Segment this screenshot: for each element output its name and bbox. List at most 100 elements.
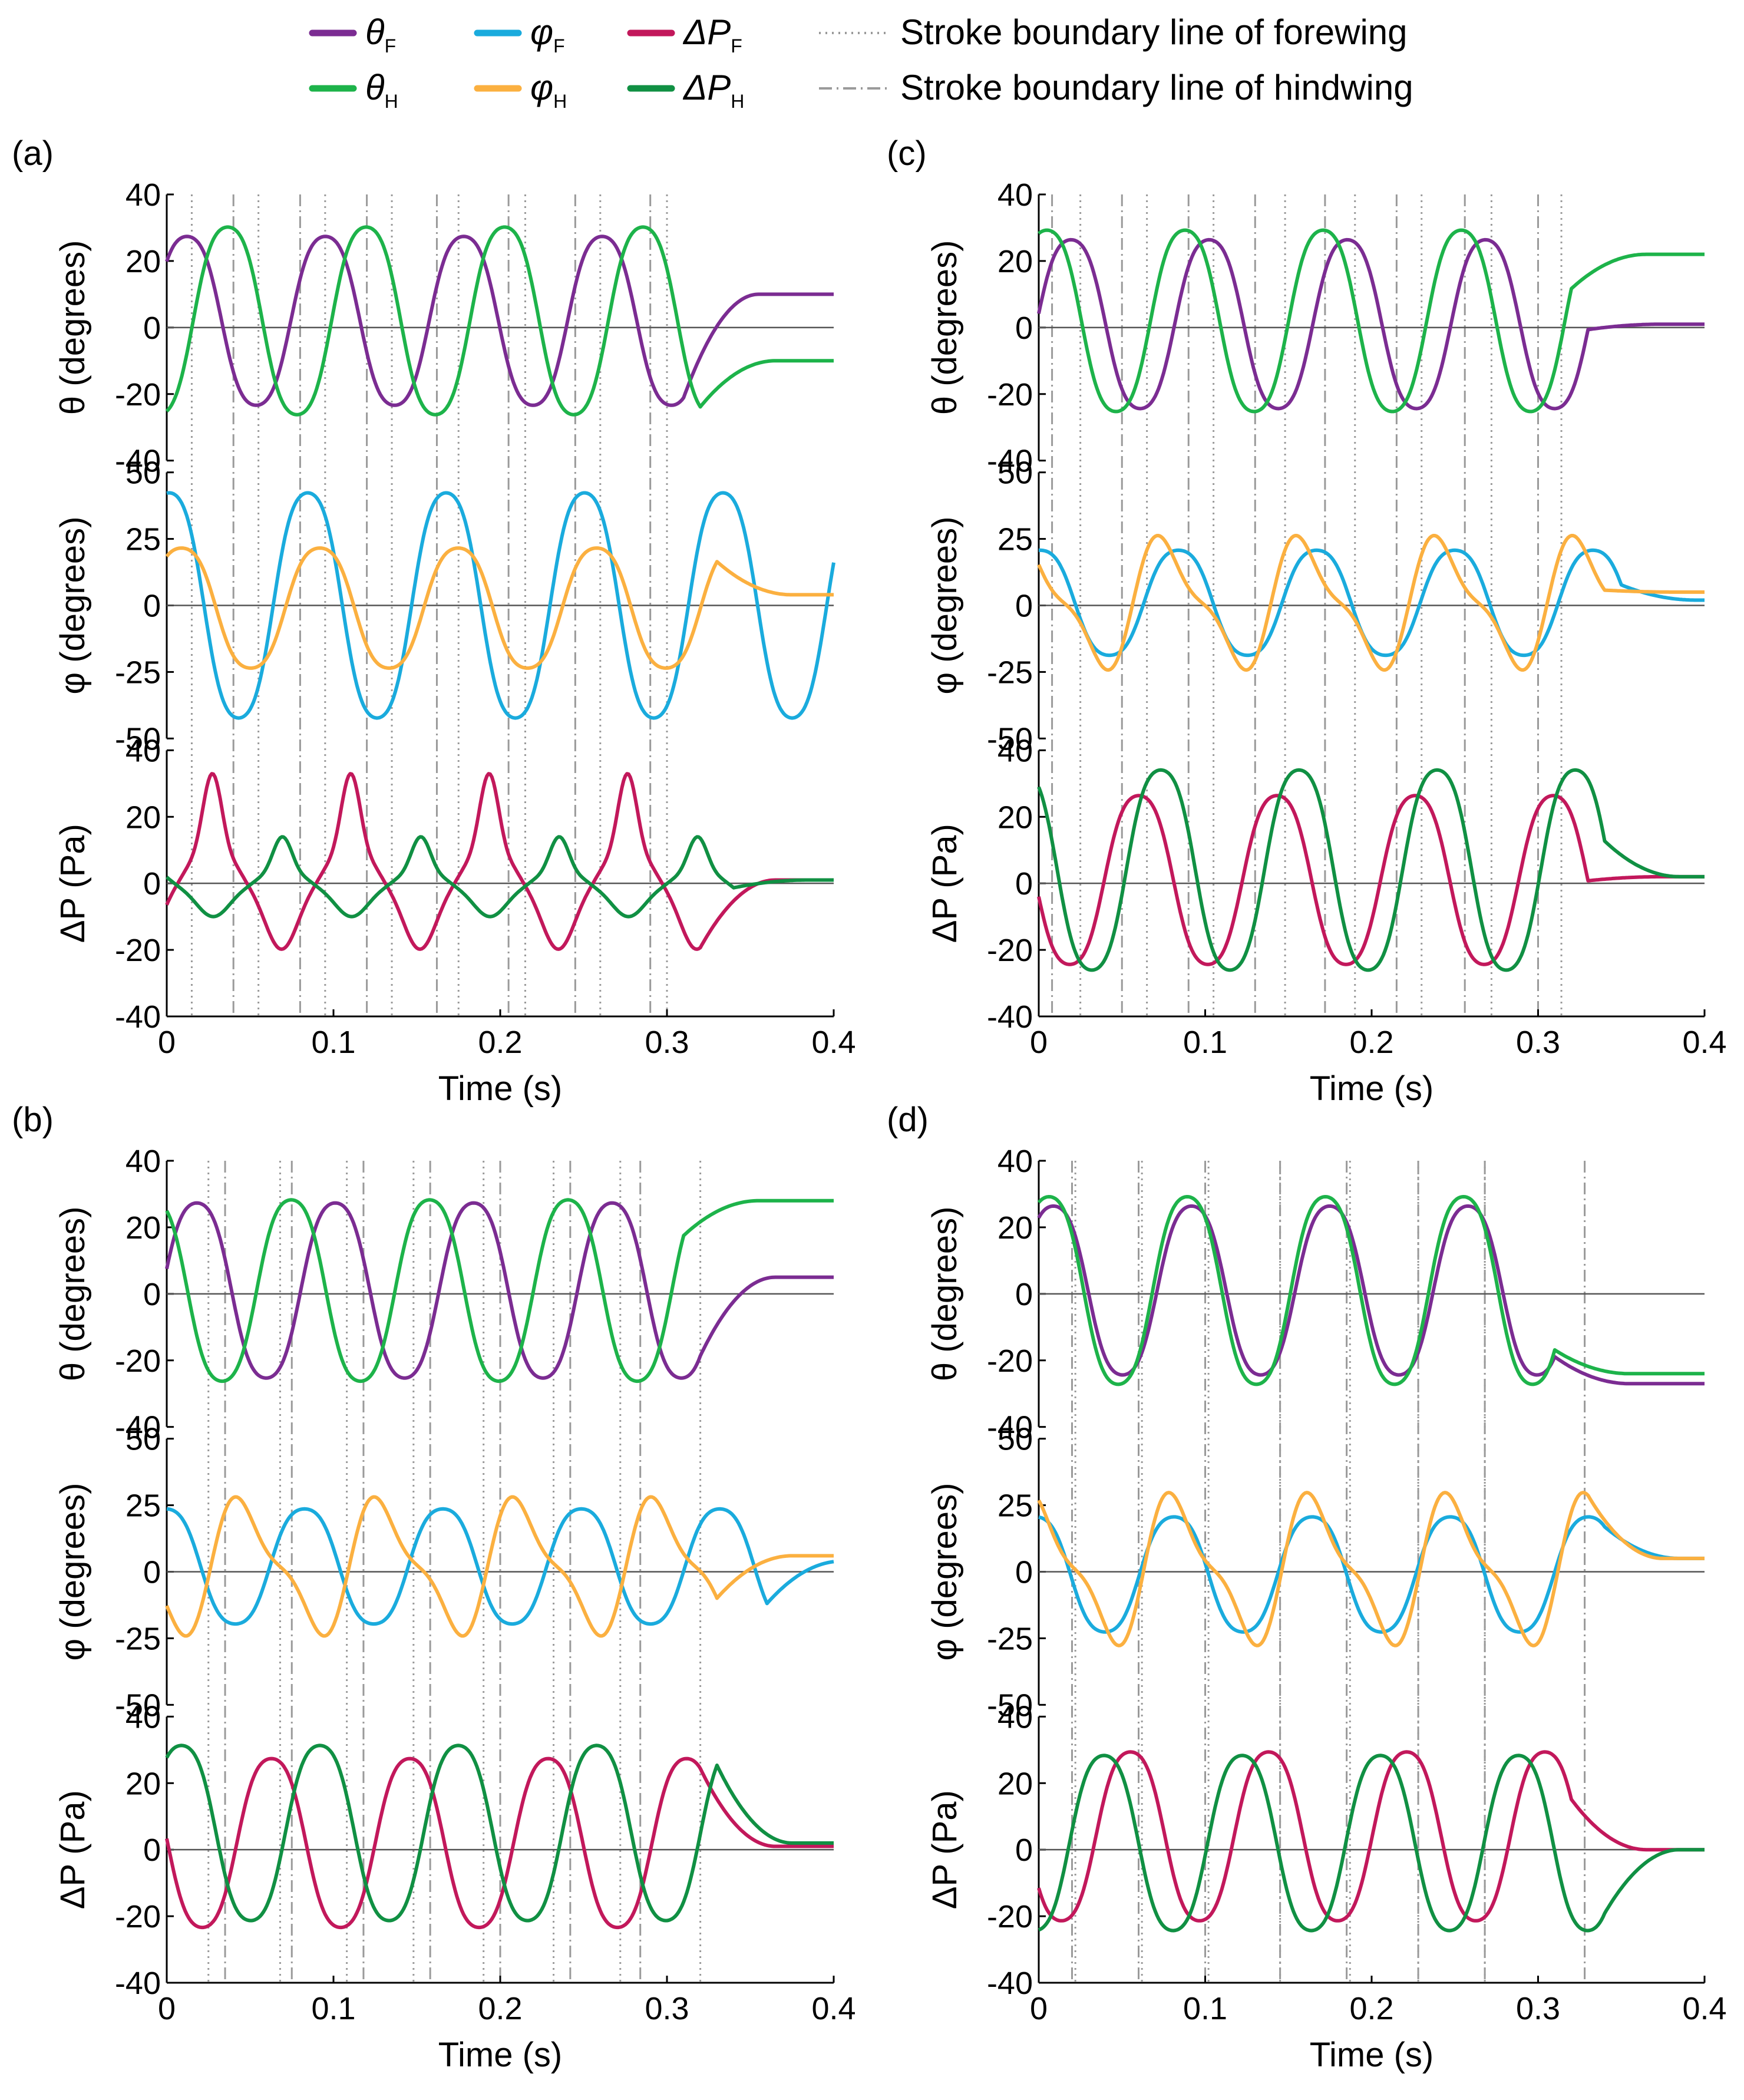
x-tick-label: 0.3 [645,1025,689,1060]
x-tick-label: 0.2 [1349,1025,1393,1060]
y-axis-label: φ (degrees) [54,517,92,695]
panel-label: (b) [12,1101,54,1139]
y-tick-label: 20 [997,1210,1033,1246]
y-tick-label: 40 [997,177,1033,213]
legend-label-forewing-boundary: Stroke boundary line of forewing [900,12,1408,52]
y-axis-label: φ (degrees) [54,1483,92,1661]
legend-label-dP-F: ΔPF [682,12,742,57]
panel-label: (d) [887,1101,929,1139]
series-line-theta-H [165,225,834,417]
x-tick-label: 0.4 [1682,1025,1726,1060]
x-tick-label: 0.3 [1516,1991,1560,2026]
y-axis-label: θ (degrees) [926,1207,964,1382]
series-line-theta-H [1037,1195,1705,1386]
x-tick-label: 0.1 [1183,1991,1227,2026]
y-tick-label: -20 [115,377,161,412]
subplot: 40 20 0 -20 -40 ΔP (Pa) [54,733,834,1035]
y-tick-label: 20 [125,244,161,279]
y-axis-label: φ (degrees) [926,1483,964,1661]
series-line-dP-F [1037,1750,1705,1923]
series-line-theta-H [165,1198,834,1384]
stroke-boundaries [207,1161,702,1983]
y-tick-label: -40 [115,1966,161,2001]
x-tick-label: 0.4 [811,1025,856,1060]
x-axis-label: Time (s) [438,2036,562,2074]
y-tick-label: 40 [125,733,161,768]
y-tick-label: -25 [115,655,161,690]
legend-label-phi-H: φH [530,68,567,112]
x-tick-label: 0.1 [1183,1025,1227,1060]
y-axis-label: ΔP (Pa) [54,824,92,943]
series-line-theta-F [1037,237,1705,411]
panel-d: (d) 40 20 0 -20 -40 θ (degrees) 50 25 0 -25 -50 φ (d… [887,1101,1727,2074]
series-line-theta-H [1038,228,1705,414]
y-axis-label: θ (degrees) [54,240,92,415]
y-tick-label: -20 [115,1343,161,1379]
y-tick-label: -40 [115,1410,161,1445]
series-line-dP-F [165,1756,834,1930]
y-tick-label: 0 [143,866,161,902]
legend: θF φF ΔPF θH φH ΔPH Stroke boundary line… [309,12,1413,112]
y-tick-label: -25 [987,1621,1033,1656]
y-tick-label: 25 [125,522,161,557]
series-line-theta-F [165,1201,834,1380]
legend-label-hindwing-boundary: Stroke boundary line of hindwing [900,68,1413,107]
series-line-dP-H [166,835,834,919]
y-tick-label: -40 [987,999,1033,1035]
series-line-dP-H [1037,768,1705,972]
y-tick-label: -40 [987,1410,1033,1445]
subplot: 40 20 0 -20 -40 θ (degrees) [54,1144,834,1445]
y-tick-label: 25 [125,1488,161,1524]
x-tick-label: 0.2 [1349,1991,1393,2026]
y-tick-label: 25 [997,522,1033,557]
subplot: 40 20 0 -20 -40 θ (degrees) [926,1144,1705,1445]
legend-label-phi-F: φF [530,12,565,57]
y-tick-label: -20 [987,1343,1033,1379]
x-tick-label: 0.1 [311,1991,355,2026]
y-tick-label: 20 [997,1766,1033,1801]
y-tick-label: 0 [143,1277,161,1312]
series-line-dP-F [165,772,834,951]
y-tick-label: -20 [115,1899,161,1934]
y-tick-label: 0 [143,589,161,624]
panel-label: (a) [12,134,54,173]
y-tick-label: 50 [997,1422,1033,1457]
subplot: 40 20 0 -20 -40 θ (degrees) [926,177,1705,479]
y-tick-label: 40 [997,1699,1033,1735]
x-axis-label: Time (s) [1310,1069,1433,1108]
y-axis-label: θ (degrees) [926,240,964,415]
x-tick-label: 0 [158,1025,176,1060]
y-axis-label: φ (degrees) [926,517,964,695]
x-tick-label: 0.1 [311,1025,355,1060]
subplot: 50 25 0 -25 -50 φ (degrees) [54,455,835,757]
panel-label: (c) [887,134,927,173]
y-tick-label: 0 [1015,1277,1033,1312]
y-tick-label: 50 [125,455,161,491]
y-axis-label: ΔP (Pa) [926,824,964,943]
y-tick-label: -20 [987,1899,1033,1934]
subplot: 40 20 0 -20 -40 ΔP (Pa) [926,733,1705,1035]
y-tick-label: -25 [115,1621,161,1656]
series-line-phi-F [166,491,835,720]
x-axis: 0 0.1 0.2 0.3 0.4 Time (s) [158,1009,856,1108]
x-axis: 0 0.1 0.2 0.3 0.4 Time (s) [1030,1976,1727,2074]
x-tick-label: 0.2 [478,1025,522,1060]
y-tick-label: 0 [143,311,161,346]
y-tick-label: 40 [125,1699,161,1735]
y-axis-label: ΔP (Pa) [926,1790,964,1909]
y-tick-label: 50 [997,455,1033,491]
x-axis-label: Time (s) [1310,2036,1433,2074]
series-line-phi-H [1037,1491,1705,1647]
y-tick-label: 40 [125,1144,161,1179]
x-tick-label: 0 [1030,1025,1048,1060]
y-tick-label: 20 [125,1766,161,1801]
series-line-dP-H [1038,1754,1705,1933]
y-tick-label: -50 [115,1688,161,1723]
subplot: 50 25 0 -25 -50 φ (degrees) [54,1422,834,1723]
y-tick-label: 40 [125,177,161,213]
y-tick-label: 0 [143,1832,161,1868]
y-tick-label: -40 [987,1966,1033,2001]
x-tick-label: 0 [1030,1991,1048,2026]
series-line-phi-H [165,1495,834,1638]
